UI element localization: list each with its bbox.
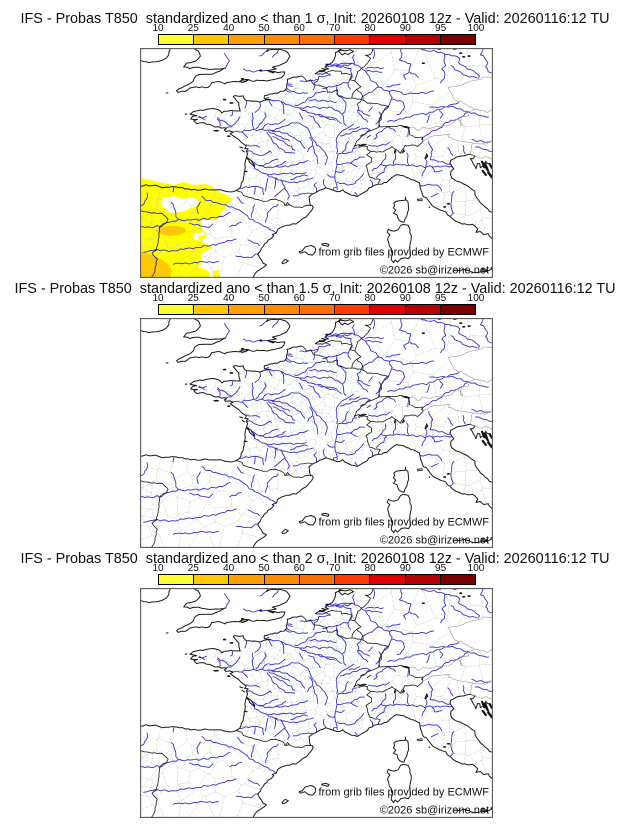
svg-text:from grib files provided by EC: from grib files provided by ECMWF [318, 247, 489, 259]
svg-text:©2026 sb@irizone.net: ©2026 sb@irizone.net [380, 535, 489, 547]
svg-text:©2026 sb@irizone.net: ©2026 sb@irizone.net [380, 265, 489, 277]
svg-text:from grib files provided by EC: from grib files provided by ECMWF [318, 517, 489, 529]
svg-text:from grib files provided by EC: from grib files provided by ECMWF [318, 787, 489, 799]
svg-text:©2026 sb@irizone.net: ©2026 sb@irizone.net [380, 805, 489, 817]
